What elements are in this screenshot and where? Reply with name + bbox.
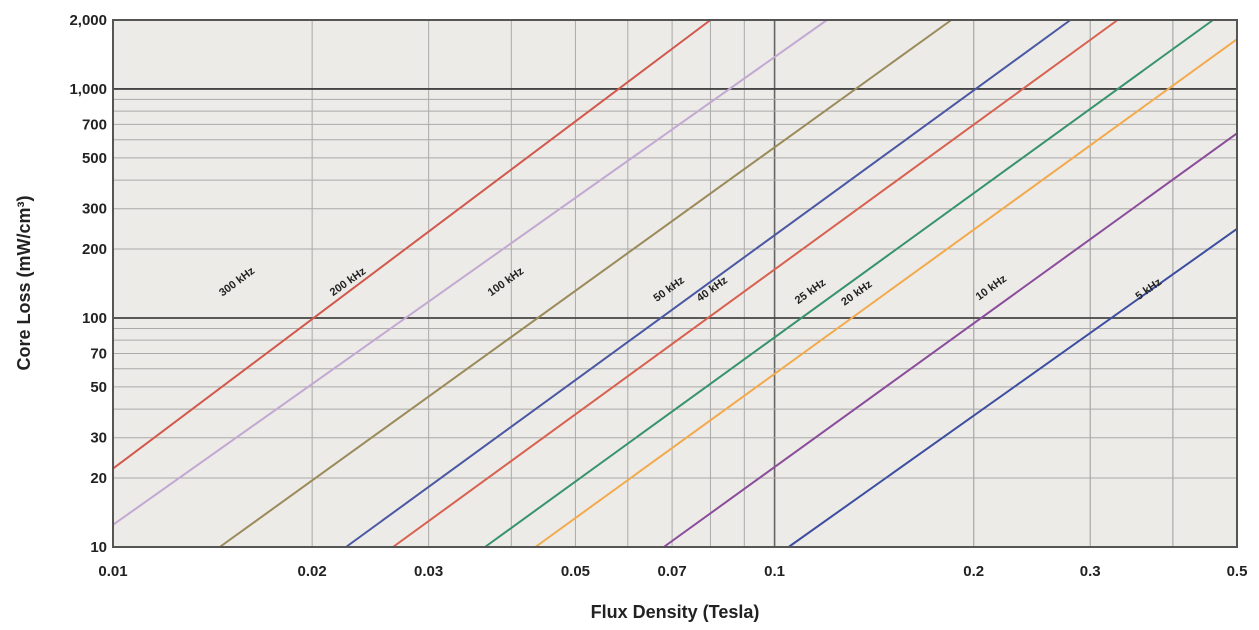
grid: [113, 20, 1237, 547]
series-line-20-khz: [534, 38, 1238, 548]
x-tick-label: 0.5: [1227, 563, 1248, 580]
y-tick-label: 1,000: [69, 81, 107, 98]
y-tick-label: 100: [82, 310, 107, 327]
y-axis-ticks: 10 20 30 50 70 100 200 300 500 700 1,000 2,000: [69, 12, 107, 556]
y-tick-label: 500: [82, 150, 107, 167]
y-tick-label: 2,000: [69, 12, 107, 29]
series-line-300-khz: [112, 19, 712, 470]
series-lines: [112, 19, 1238, 548]
x-tick-label: 0.2: [963, 563, 984, 580]
series-line-40-khz: [392, 19, 1119, 548]
x-axis-ticks: 0.01 0.02 0.03 0.05 0.07 0.1 0.2 0.3 0.5: [98, 563, 1247, 580]
series-line-5-khz: [788, 228, 1238, 548]
x-tick-label: 0.03: [414, 563, 443, 580]
y-tick-label: 50: [90, 379, 107, 396]
x-tick-label: 0.01: [98, 563, 127, 580]
x-tick-label: 0.02: [298, 563, 327, 580]
plot-area: [113, 20, 1237, 547]
series-line-10-khz: [663, 132, 1238, 548]
series-line-200-khz: [112, 19, 828, 526]
y-tick-label: 20: [90, 470, 107, 487]
series-line-50-khz: [345, 19, 1071, 548]
y-tick-label: 200: [82, 241, 107, 258]
plot-border: [112, 19, 1238, 548]
x-tick-label: 0.05: [561, 563, 590, 580]
y-tick-label: 700: [82, 116, 107, 133]
y-tick-label: 300: [82, 201, 107, 218]
x-axis-title: Flux Density (Tesla): [591, 602, 760, 622]
y-tick-label: 70: [90, 345, 107, 362]
series-line-100-khz: [219, 19, 952, 548]
x-tick-label: 0.1: [764, 563, 785, 580]
series-line-25-khz: [484, 19, 1214, 548]
x-tick-label: 0.07: [657, 563, 686, 580]
y-tick-label: 30: [90, 430, 107, 447]
y-tick-label: 10: [90, 539, 107, 556]
x-tick-label: 0.3: [1080, 563, 1101, 580]
y-axis-title: Core Loss (mW/cm³): [14, 195, 34, 370]
